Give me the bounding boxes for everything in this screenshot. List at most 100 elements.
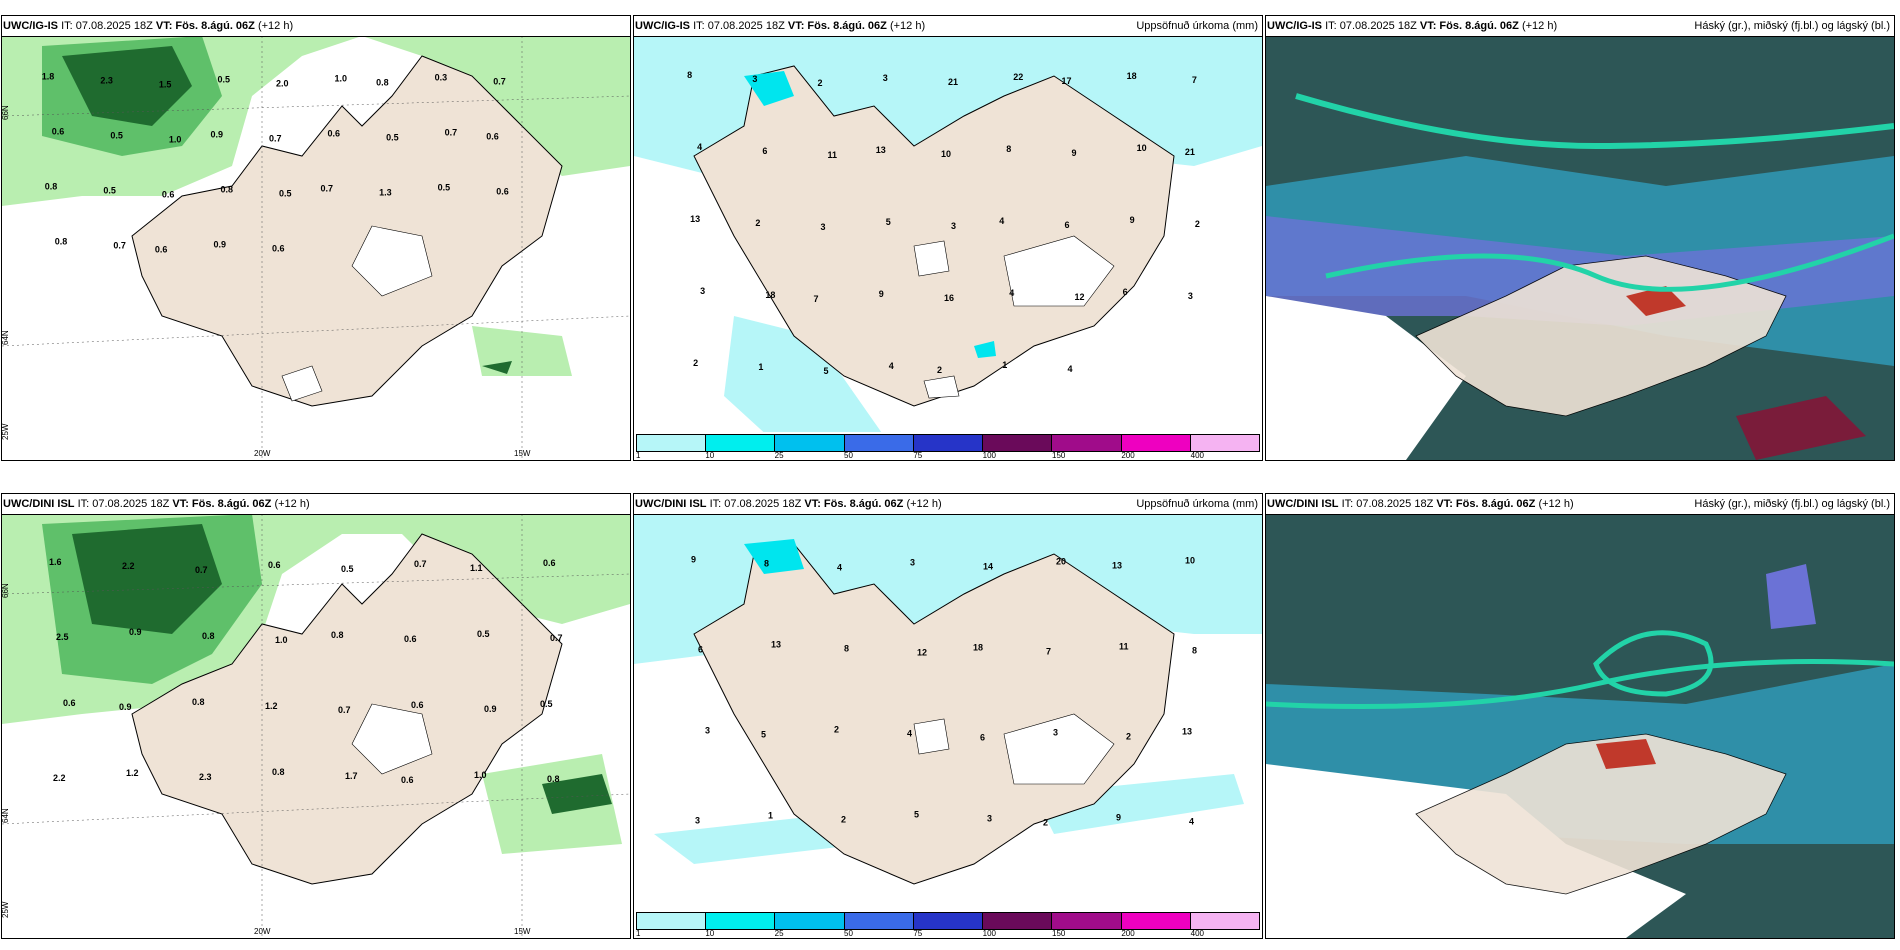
map-value-label: 1 (1002, 360, 1007, 370)
map-value-label: 5 (886, 217, 891, 227)
cloud-map-svg (1266, 36, 1894, 460)
cloud-high-red (1626, 286, 1686, 316)
map-value-label: 0.6 (155, 245, 168, 255)
panel-ig-precip: UWC/IG-IS IT: 07.08.2025 18Z VT: Fös. 8.… (633, 15, 1263, 461)
wind-map-svg: 66N 64N 25W 20W 15W 1.6 2.2 0.7 0.6 0.5 0.7 1.… (2, 514, 630, 938)
init-time: IT: 07.08.2025 18Z (693, 20, 785, 32)
map-value-label: 0.6 (486, 132, 499, 142)
cloud-map[interactable] (1266, 514, 1894, 938)
colorbar-cell (1190, 435, 1259, 451)
map-value-label: 2 (841, 815, 846, 825)
map-value-label: 12 (1074, 292, 1084, 302)
colorbar-tick-label: 50 (844, 929, 853, 938)
lat-label-64n: 64N (2, 330, 10, 345)
colorbar-cell (775, 435, 845, 451)
map-value-label: 7 (1046, 647, 1051, 657)
colorbar-tick-label: 100 (982, 451, 997, 460)
map-value-label: 5 (761, 730, 766, 740)
colorbar-tick-label: 25 (774, 451, 784, 460)
init-time: IT: 07.08.2025 18Z (77, 498, 170, 510)
map-value-label: 8 (1006, 144, 1011, 154)
glacier-b (281, 365, 323, 402)
valid-time: Fös. 8.ágú. 06Z (823, 498, 904, 510)
init-time: IT: 07.08.2025 18Z (1325, 20, 1417, 32)
map-value-label: 0.6 (272, 244, 285, 254)
map-value-label: 0.9 (484, 704, 497, 714)
panel-ig-cloud: UWC/IG-IS IT: 07.08.2025 18Z VT: Fös. 8.… (1265, 15, 1895, 461)
cloud-map-svg (1266, 514, 1894, 938)
iceland-land (693, 65, 1175, 407)
map-value-label: 21 (948, 77, 958, 87)
precip-map[interactable]: 9 8 4 3 14 20 13 10 6 13 8 12 18 7 11 8 3 5 2 4 6 3 2 13 3 1 2 5 3 2 9… (634, 514, 1262, 938)
precip-map[interactable]: 8 3 2 3 21 22 17 18 7 4 6 11 13 10 8 9 10 21 13 2 3 5 3 4 6 9 2 3 18… (634, 36, 1262, 460)
map-value-label: 3 (1053, 728, 1058, 738)
map-value-label: 2.0 (276, 79, 289, 89)
map-value-label: 0.6 (328, 129, 341, 139)
colorbar-tick-label: 150 (1052, 451, 1066, 460)
colorbar-tick-label: 150 (1052, 929, 1066, 938)
map-value-label: 0.6 (63, 698, 76, 708)
colorbar-cell (1190, 913, 1259, 929)
colorbar-cell (844, 913, 914, 929)
cloud-low-purple (1766, 564, 1816, 629)
wind-map[interactable]: 66N 64N 25W 20W 15W 1.6 2.2 0.7 0.6 0.5 0.7 1.… (2, 514, 630, 938)
wind-map[interactable]: 66N 64N 25W 20W 15W 1.8 2.3 1.5 0.5 2.0 1.0 0.… (2, 36, 630, 460)
map-value-label: 10 (1137, 143, 1147, 153)
map-value-label: 8 (764, 559, 769, 569)
map-value-label: 0.5 (279, 189, 292, 199)
map-value-label: 0.5 (540, 699, 553, 709)
colorbar-tick-label: 75 (913, 451, 923, 460)
lat-label-25w: 25W (2, 901, 10, 918)
map-value-label: 3 (1188, 291, 1193, 301)
precip-colorbar: 1 10 25 50 75 100 150 200 400 (634, 910, 1262, 938)
map-value-label: 21 (1185, 147, 1195, 157)
map-value-label: 1.0 (335, 74, 348, 84)
panel-header: UWC/DINI ISL IT: 07.08.2025 18Z VT: Fös.… (634, 494, 1262, 515)
map-value-label: 6 (980, 733, 985, 743)
map-value-label: 0.5 (477, 629, 490, 639)
colorbar-cell (844, 435, 914, 451)
lead-time: (+12 h) (1521, 20, 1558, 32)
map-value-label: 6 (1123, 287, 1128, 297)
map-value-label: 0.9 (129, 627, 142, 637)
map-value-label: 0.7 (414, 559, 427, 569)
map-value-label: 0.6 (162, 190, 175, 200)
map-value-label: 1 (758, 362, 763, 372)
lat-label-66n: 66N (2, 105, 10, 120)
map-value-label: 0.7 (195, 565, 208, 575)
valid-label: VT: (1419, 20, 1437, 32)
map-value-label: 2 (834, 725, 839, 735)
map-value-label: 5 (914, 810, 919, 820)
wind-cluster-se-dark (542, 774, 612, 814)
map-value-label: 2.3 (199, 772, 212, 782)
valid-time: Fös. 8.ágú. 06Z (191, 498, 272, 510)
panel-title: Háský (gr.), miðský (fj.bl.) og lágský (… (1694, 498, 1890, 510)
map-value-label: 8 (844, 644, 849, 654)
panel-header: UWC/DINI ISL IT: 07.08.2025 18Z VT: Fös.… (2, 494, 630, 515)
iceland-land (693, 543, 1175, 885)
colorbar-cell (1121, 913, 1191, 929)
wind-dark-area (62, 46, 192, 126)
map-value-label: 0.8 (220, 185, 233, 195)
map-value-label: 11 (828, 150, 838, 160)
valid-label: VT: (1436, 498, 1453, 510)
map-value-label: 2 (1195, 219, 1200, 229)
map-value-label: 3 (752, 74, 757, 84)
map-value-label: 12 (917, 648, 927, 658)
panel-header: UWC/IG-IS IT: 07.08.2025 18Z VT: Fös. 8.… (2, 16, 630, 37)
lat-label-64n: 64N (2, 808, 10, 823)
wind-speed-labels: 1.8 2.3 1.5 0.5 2.0 1.0 0.8 0.3 0.7 0.6 0.5 1.0 0.9 0… (42, 72, 509, 255)
panel-title: Háský (gr.), miðský (fj.bl.) og lágský (… (1694, 20, 1890, 32)
wind-map-svg: 66N 64N 25W 20W 15W 1.8 2.3 1.5 0.5 2.0 1.0 0.… (2, 36, 630, 460)
map-value-label: 0.8 (192, 697, 205, 707)
iceland-land (131, 533, 563, 885)
cloud-map[interactable] (1266, 36, 1894, 460)
glacier-vatnajokull (1003, 235, 1115, 307)
map-value-label: 1.5 (159, 80, 172, 90)
map-value-label: 0.7 (445, 128, 458, 138)
panel-title: Uppsöfnuð úrkoma (mm) (1136, 498, 1258, 510)
colorbar-cell (706, 913, 776, 929)
colorbar-tick-label: 1 (636, 929, 641, 938)
map-value-label: 0.7 (269, 134, 282, 144)
colorbar-tick-label: 1 (636, 451, 641, 460)
